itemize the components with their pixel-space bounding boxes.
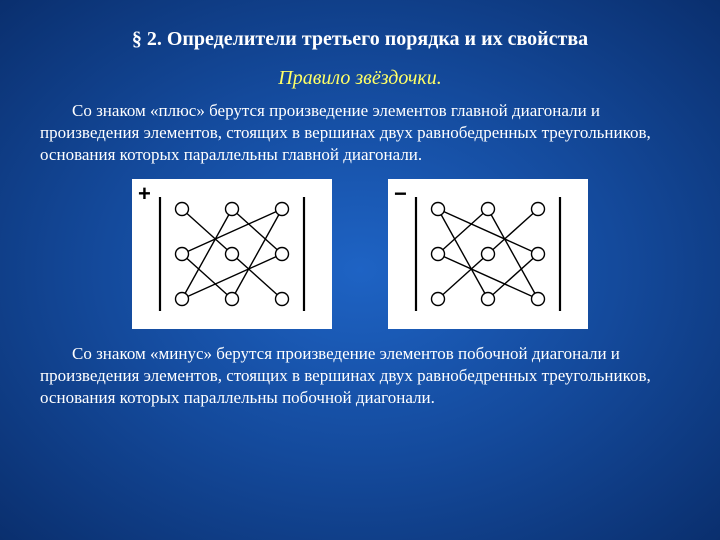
diagram-minus-svg — [388, 179, 588, 329]
diagram-plus: + — [132, 179, 332, 329]
diagram-plus-svg — [132, 179, 332, 329]
slide-subtitle: Правило звёздочки. — [40, 67, 680, 90]
sign-minus: − — [394, 181, 407, 207]
paragraph-plus: Со знаком «плюс» берутся произведение эл… — [40, 100, 680, 165]
sign-plus: + — [138, 181, 151, 207]
slide: § 2. Определители третьего порядка и их … — [0, 0, 720, 540]
paragraph-minus: Со знаком «минус» берутся произведение э… — [40, 343, 680, 408]
diagram-minus: − — [388, 179, 588, 329]
diagrams-row: + − — [40, 179, 680, 329]
slide-title: § 2. Определители третьего порядка и их … — [40, 28, 680, 51]
